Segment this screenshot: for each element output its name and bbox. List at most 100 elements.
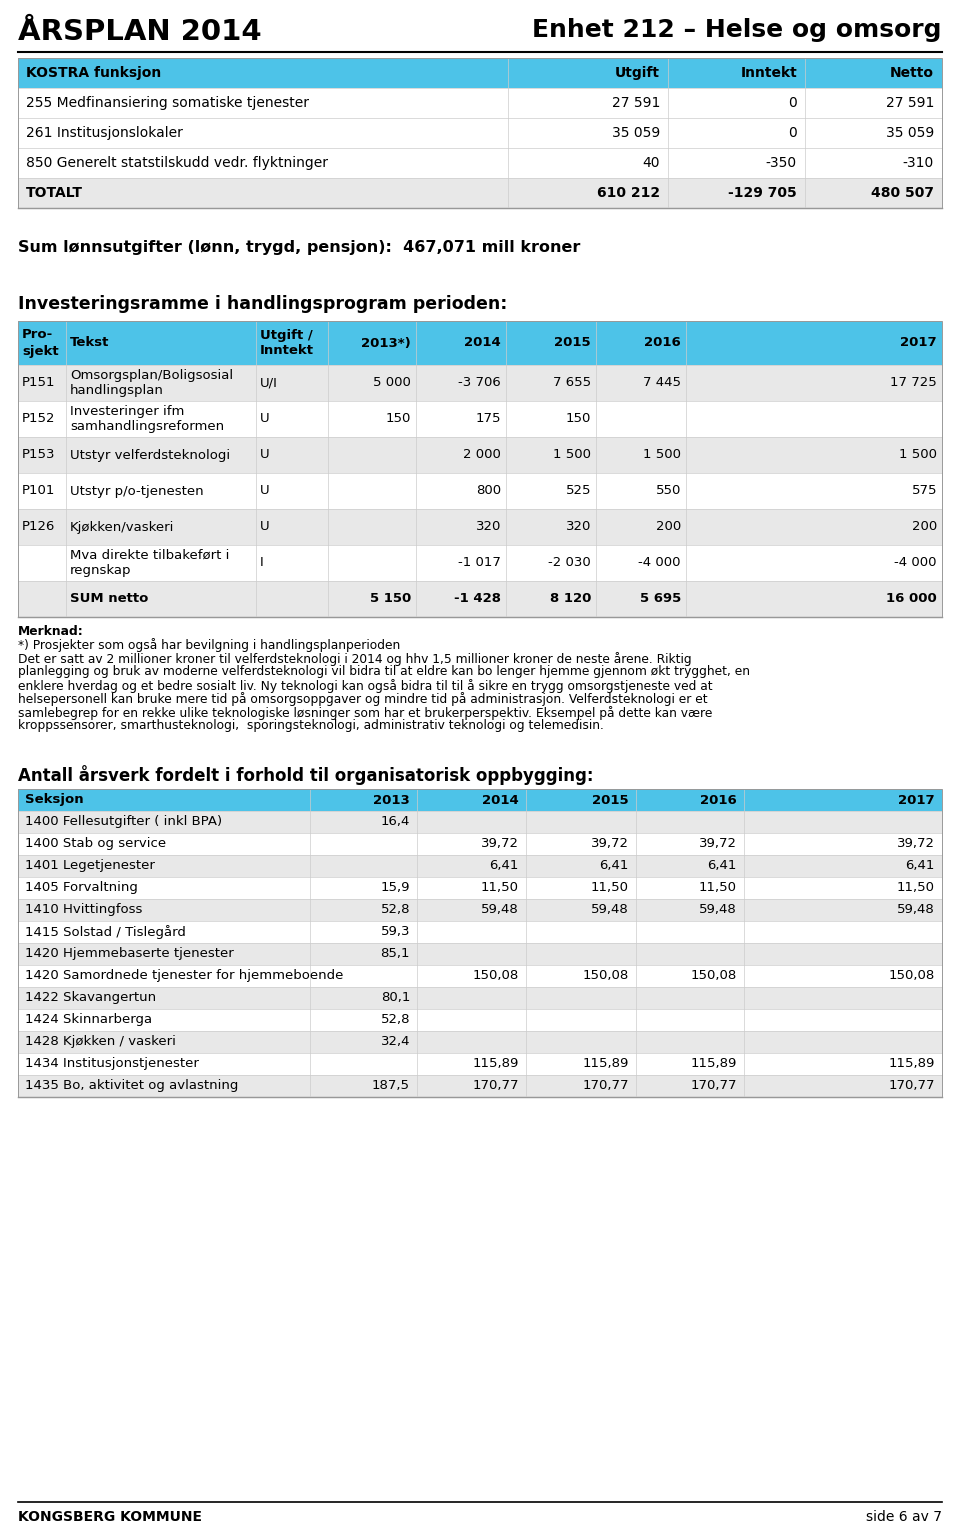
Text: 0: 0 — [788, 95, 797, 111]
Text: 1400 Fellesutgifter ( inkl BPA): 1400 Fellesutgifter ( inkl BPA) — [25, 816, 222, 828]
Text: 80,1: 80,1 — [380, 991, 410, 1005]
Text: P151: P151 — [22, 377, 56, 389]
Text: 610 212: 610 212 — [597, 186, 660, 200]
Text: KONGSBERG KOMMUNE: KONGSBERG KOMMUNE — [18, 1509, 202, 1525]
Text: -310: -310 — [902, 155, 934, 171]
Text: 2013: 2013 — [373, 793, 410, 807]
Text: 11,50: 11,50 — [897, 882, 935, 895]
Text: 5 695: 5 695 — [639, 592, 681, 606]
Text: 1 500: 1 500 — [899, 449, 937, 461]
Bar — [18, 788, 942, 1097]
Text: 7 655: 7 655 — [553, 377, 591, 389]
Text: 8 120: 8 120 — [550, 592, 591, 606]
Bar — [18, 833, 942, 855]
Text: TOTALT: TOTALT — [26, 186, 83, 200]
Text: Utgift: Utgift — [615, 66, 660, 80]
Text: 150,08: 150,08 — [583, 970, 629, 982]
Text: -4 000: -4 000 — [638, 556, 681, 570]
Text: 1405 Forvaltning: 1405 Forvaltning — [25, 882, 138, 895]
Text: 525: 525 — [565, 484, 591, 498]
Text: 850 Generelt statstilskudd vedr. flyktninger: 850 Generelt statstilskudd vedr. flyktni… — [26, 155, 328, 171]
Text: 5 150: 5 150 — [370, 592, 411, 606]
Text: -129 705: -129 705 — [729, 186, 797, 200]
Text: Inntekt: Inntekt — [740, 66, 797, 80]
Bar — [18, 987, 942, 1008]
Text: 200: 200 — [912, 521, 937, 533]
Text: 150: 150 — [386, 412, 411, 426]
Text: 27 591: 27 591 — [612, 95, 660, 111]
Text: 575: 575 — [911, 484, 937, 498]
Text: Seksjon: Seksjon — [25, 793, 84, 807]
Text: 15,9: 15,9 — [380, 882, 410, 895]
Text: 187,5: 187,5 — [372, 1079, 410, 1093]
Text: kroppssensorer, smarthusteknologi,  sporingsteknologi, administrativ teknologi o: kroppssensorer, smarthusteknologi, spori… — [18, 719, 604, 733]
Text: -4 000: -4 000 — [895, 556, 937, 570]
Text: I: I — [260, 556, 264, 570]
Text: 7 445: 7 445 — [643, 377, 681, 389]
Text: 550: 550 — [656, 484, 681, 498]
Text: P152: P152 — [22, 412, 56, 426]
Text: 0: 0 — [788, 126, 797, 140]
Bar — [18, 321, 942, 364]
Text: 59,48: 59,48 — [591, 904, 629, 916]
Bar — [18, 148, 942, 178]
Text: Pro-
sjekt: Pro- sjekt — [22, 329, 59, 358]
Text: 320: 320 — [475, 521, 501, 533]
Bar — [18, 118, 942, 148]
Text: 35 059: 35 059 — [886, 126, 934, 140]
Bar — [18, 58, 942, 207]
Text: 150,08: 150,08 — [691, 970, 737, 982]
Text: 170,77: 170,77 — [690, 1079, 737, 1093]
Text: 39,72: 39,72 — [699, 838, 737, 850]
Bar — [18, 1031, 942, 1053]
Text: 59,3: 59,3 — [380, 925, 410, 939]
Bar — [18, 437, 942, 473]
Bar — [18, 364, 942, 401]
Text: 150,08: 150,08 — [889, 970, 935, 982]
Text: 39,72: 39,72 — [897, 838, 935, 850]
Bar — [18, 965, 942, 987]
Text: Mva direkte tilbakeført i
regnskap: Mva direkte tilbakeført i regnskap — [70, 549, 229, 576]
Text: 150: 150 — [565, 412, 591, 426]
Bar — [18, 88, 942, 118]
Text: 2015: 2015 — [592, 793, 629, 807]
Text: Investeringsramme i handlingsprogram perioden:: Investeringsramme i handlingsprogram per… — [18, 295, 508, 314]
Text: KOSTRA funksjon: KOSTRA funksjon — [26, 66, 161, 80]
Text: Utstyr p/o-tjenesten: Utstyr p/o-tjenesten — [70, 484, 204, 498]
Text: 800: 800 — [476, 484, 501, 498]
Text: 6,41: 6,41 — [905, 859, 935, 873]
Text: 85,1: 85,1 — [380, 947, 410, 961]
Text: 1401 Legetjenester: 1401 Legetjenester — [25, 859, 155, 873]
Text: 1 500: 1 500 — [553, 449, 591, 461]
Bar — [18, 581, 942, 616]
Text: U: U — [260, 412, 270, 426]
Text: 2 000: 2 000 — [463, 449, 501, 461]
Text: Omsorgsplan/Boligsosial
handlingsplan: Omsorgsplan/Boligsosial handlingsplan — [70, 369, 233, 397]
Text: P101: P101 — [22, 484, 56, 498]
Bar — [18, 178, 942, 207]
Text: 1434 Institusjonstjenester: 1434 Institusjonstjenester — [25, 1057, 199, 1070]
Text: 261 Institusjonslokaler: 261 Institusjonslokaler — [26, 126, 182, 140]
Text: 170,77: 170,77 — [472, 1079, 519, 1093]
Text: -1 428: -1 428 — [454, 592, 501, 606]
Bar — [18, 921, 942, 944]
Bar — [18, 899, 942, 921]
Text: Utgift /
Inntekt: Utgift / Inntekt — [260, 329, 314, 358]
Text: 115,89: 115,89 — [690, 1057, 737, 1070]
Text: Merknad:: Merknad: — [18, 626, 84, 638]
Text: 1422 Skavangertun: 1422 Skavangertun — [25, 991, 156, 1005]
Text: 1415 Solstad / Tislegård: 1415 Solstad / Tislegård — [25, 925, 186, 939]
Text: 59,48: 59,48 — [898, 904, 935, 916]
Text: 27 591: 27 591 — [886, 95, 934, 111]
Text: 59,48: 59,48 — [481, 904, 519, 916]
Text: 1400 Stab og service: 1400 Stab og service — [25, 838, 166, 850]
Text: samlebegrep for en rekke ulike teknologiske løsninger som har et brukerperspekti: samlebegrep for en rekke ulike teknologi… — [18, 705, 712, 719]
Text: Antall årsverk fordelt i forhold til organisatorisk oppbygging:: Antall årsverk fordelt i forhold til org… — [18, 765, 593, 785]
Bar — [18, 1053, 942, 1074]
Text: 1 500: 1 500 — [643, 449, 681, 461]
Text: -3 706: -3 706 — [458, 377, 501, 389]
Text: Enhet 212 – Helse og omsorg: Enhet 212 – Helse og omsorg — [533, 18, 942, 41]
Bar — [18, 812, 942, 833]
Bar — [18, 473, 942, 509]
Text: Kjøkken/vaskeri: Kjøkken/vaskeri — [70, 521, 175, 533]
